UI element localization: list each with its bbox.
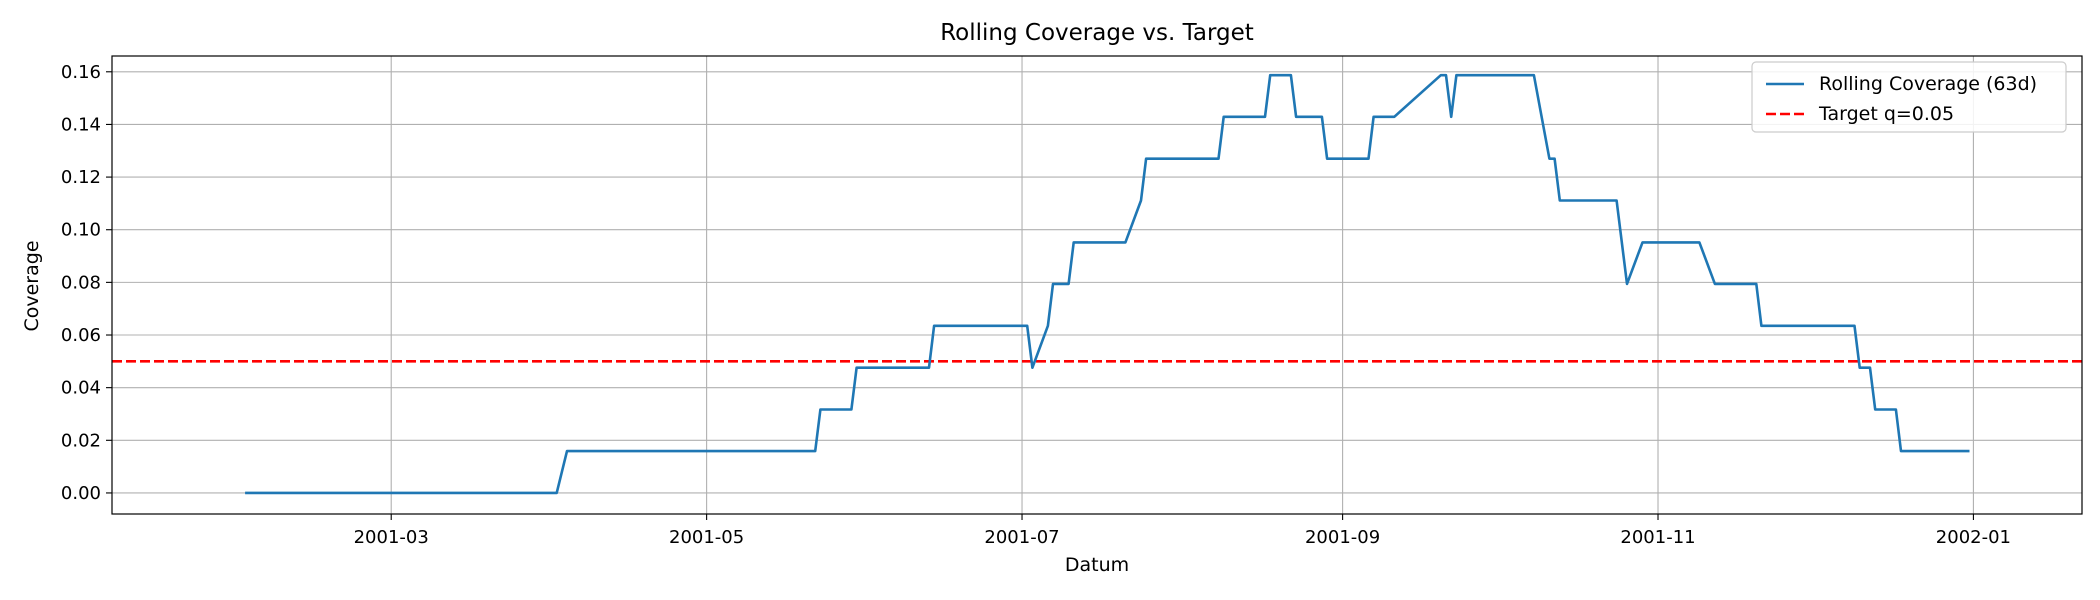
y-tick-label: 0.02 [61, 430, 101, 451]
y-tick-label: 0.08 [61, 272, 101, 293]
y-tick-label: 0.14 [61, 114, 101, 135]
y-tick-label: 0.00 [61, 483, 101, 504]
y-axis-title: Coverage [21, 240, 43, 331]
y-tick-label: 0.12 [61, 167, 101, 188]
coverage-series [245, 73, 1970, 495]
x-tick-label: 2001-05 [669, 527, 744, 548]
legend: Rolling Coverage (63d) Target q=0.05 [1751, 61, 2067, 133]
legend-coverage-label: Rolling Coverage (63d) [1819, 73, 2037, 95]
chart-title: Rolling Coverage vs. Target [940, 20, 1254, 46]
grid [112, 56, 2082, 514]
legend-box [1751, 61, 2067, 133]
x-axis-ticks: 2001-03 2001-05 2001-07 2001-09 2001-11 2002-… [354, 514, 2011, 548]
coverage-line [245, 73, 1970, 495]
x-tick-label: 2001-11 [1620, 527, 1695, 548]
y-tick-label: 0.06 [61, 325, 101, 346]
x-tick-label: 2002-01 [1936, 527, 2011, 548]
x-tick-label: 2001-07 [984, 527, 1059, 548]
plot-frame [111, 55, 2083, 515]
legend-target-label: Target q=0.05 [1818, 103, 1954, 125]
y-axis-ticks: 0.00 0.02 0.04 0.06 0.08 0.10 0.12 0.14 0.16 [61, 62, 112, 504]
x-tick-label: 2001-03 [354, 527, 429, 548]
y-tick-label: 0.10 [61, 220, 101, 241]
x-tick-label: 2001-09 [1305, 527, 1380, 548]
y-tick-label: 0.16 [61, 62, 101, 83]
x-axis-title: Datum [1065, 554, 1129, 576]
y-tick-label: 0.04 [61, 378, 101, 399]
